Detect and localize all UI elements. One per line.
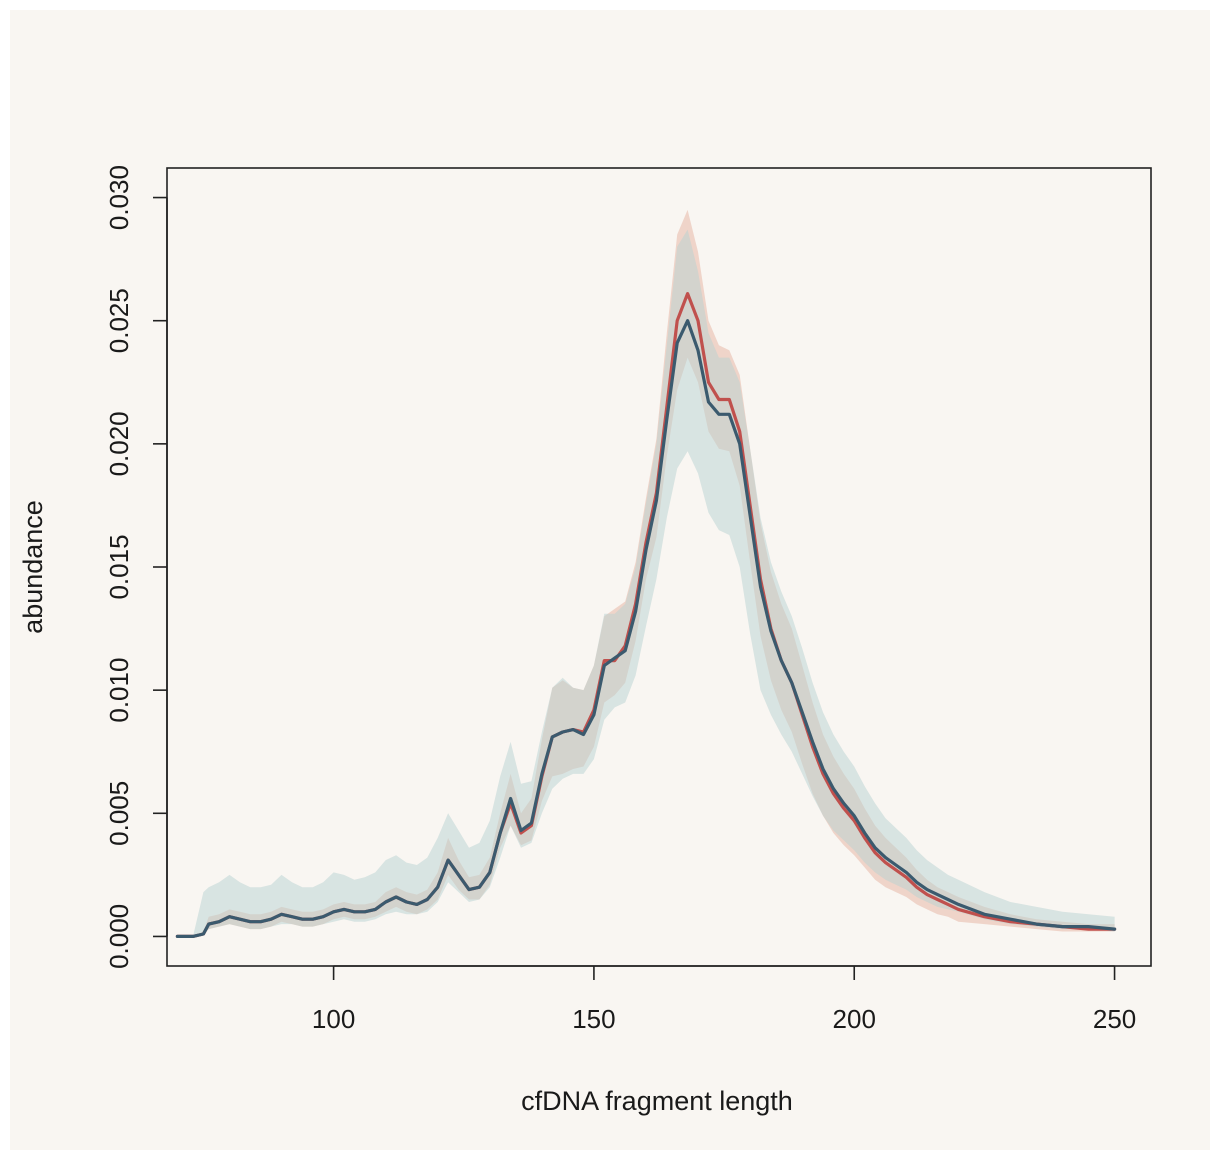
line-chart: 100 150 200 250 0.0000.0050.0100.0150.0200.… [18, 165, 1152, 1116]
y-axis-title: abundance [18, 500, 48, 634]
x-tick-label: 150 [572, 1004, 615, 1034]
chart-figure: 100 150 200 250 0.000 0.005 0.010 0.015 0.020 0.… [10, 10, 1210, 1150]
y-tick-label: 0.025 [104, 288, 134, 353]
x-axis: 100 150 200 250 [312, 965, 1136, 1034]
y-tick-label: 0.020 [104, 411, 134, 476]
confidence-band-2 [177, 229, 1115, 937]
y-tick-label: 0.030 [104, 165, 134, 230]
x-axis-title: cfDNA fragment length [521, 1086, 793, 1116]
y-tick-label: 0.000 [104, 904, 134, 969]
series-lines [175, 292, 1117, 938]
confidence-bands [177, 209, 1115, 937]
y-tick-label: 0.005 [104, 781, 134, 846]
series-line-2 [175, 319, 1117, 938]
x-tick-label: 200 [833, 1004, 876, 1034]
y-tick-label: 0.015 [104, 534, 134, 599]
plot-frame [166, 167, 1152, 967]
y-tick-label: 0.010 [104, 658, 134, 723]
x-tick-label: 250 [1093, 1004, 1136, 1034]
x-tick-label: 100 [312, 1004, 355, 1034]
y-axis: 0.000 0.005 0.010 0.015 0.020 0.025 0.030 [104, 165, 168, 969]
